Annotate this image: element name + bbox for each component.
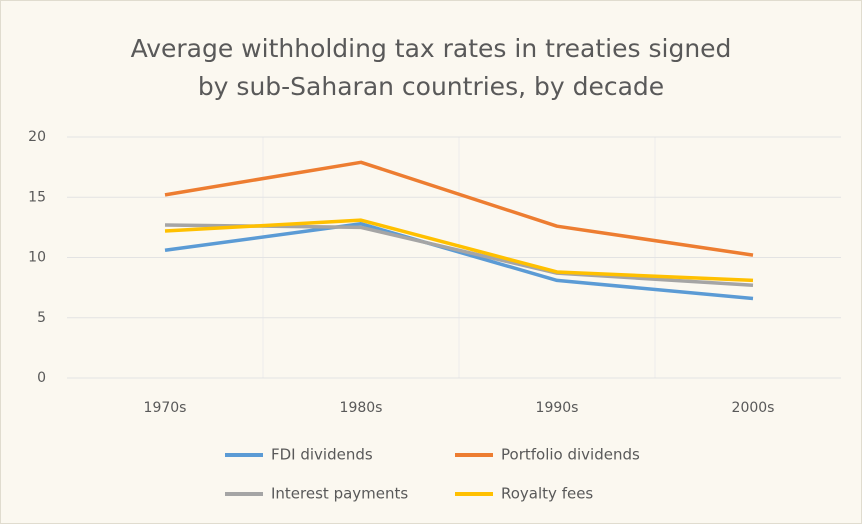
series-line [164, 218, 754, 283]
legend-label: Portfolio dividends [501, 446, 640, 464]
series-line [164, 222, 754, 301]
legend-label: FDI dividends [271, 446, 373, 464]
x-tick-label: 1980s [340, 400, 383, 416]
y-tick-label: 10 [28, 250, 46, 266]
chart-title: Average withholding tax rates in treatie… [131, 34, 732, 63]
x-tick-label: 1970s [144, 400, 187, 416]
x-tick-label: 2000s [732, 400, 775, 416]
x-tick-label: 1990s [536, 400, 579, 416]
y-tick-label: 5 [37, 310, 46, 326]
y-tick-label: 20 [28, 129, 46, 145]
y-tick-label: 15 [28, 189, 46, 205]
chart-title: by sub-Saharan countries, by decade [198, 72, 664, 101]
y-tick-label: 0 [37, 370, 46, 386]
series-line [164, 160, 754, 257]
legend-label: Royalty fees [501, 485, 593, 503]
legend-label: Interest payments [271, 485, 408, 503]
